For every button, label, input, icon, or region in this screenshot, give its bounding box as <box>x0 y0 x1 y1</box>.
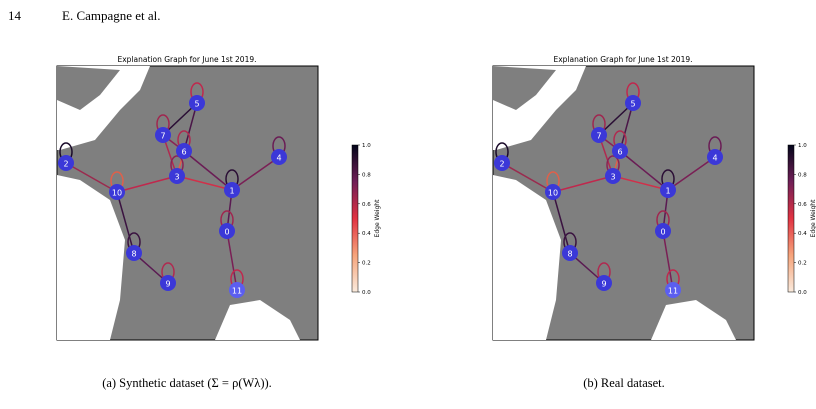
graph-node <box>160 275 176 291</box>
graph-edge <box>231 156 280 191</box>
colorbar-tick-label: 0.6 <box>798 202 807 208</box>
map-sea <box>493 66 556 110</box>
graph-node <box>707 149 723 165</box>
graph-node <box>562 245 578 261</box>
graph-node <box>176 143 192 159</box>
node-label: 9 <box>165 280 170 289</box>
graph-node <box>189 95 205 111</box>
graph-node <box>605 168 621 184</box>
graph-edge <box>501 162 554 193</box>
map-sea <box>651 300 736 340</box>
graph-edge <box>552 191 571 254</box>
colorbar-tick-label: 0.2 <box>798 261 807 267</box>
node-label: 5 <box>194 100 199 109</box>
figure-caption: (a) Synthetic dataset (Σ = ρ(Wλ)). <box>102 376 272 390</box>
node-label: 4 <box>712 154 717 163</box>
colorbar-tick-label: 1.0 <box>798 143 807 149</box>
colorbar-label: Edge Weight <box>374 199 381 238</box>
node-label: 0 <box>224 228 229 237</box>
graph-node <box>545 184 561 200</box>
graph-edge <box>116 175 178 193</box>
graph-edge <box>176 175 233 191</box>
graph-node <box>612 143 628 159</box>
node-label: 1 <box>229 187 234 196</box>
graph-node <box>58 155 74 171</box>
graph-node <box>155 127 171 143</box>
map-sea <box>57 175 125 340</box>
graph-edge <box>226 230 238 291</box>
colorbar-tick-label: 0.6 <box>362 202 371 208</box>
graph-edge <box>552 175 614 193</box>
node-label: 8 <box>131 250 136 259</box>
node-label: 11 <box>232 287 242 296</box>
graph-node <box>660 182 676 198</box>
graph-edge <box>619 102 634 152</box>
node-label: 3 <box>174 173 179 182</box>
graph-node <box>591 127 607 143</box>
colorbar-tick-label: 0.0 <box>362 290 371 296</box>
colorbar-tick-label: 0.2 <box>362 261 371 267</box>
graph-edge <box>612 175 669 191</box>
map-sea <box>493 175 561 340</box>
node-label: 7 <box>596 132 601 141</box>
node-label: 0 <box>660 228 665 237</box>
node-label: 6 <box>181 148 186 157</box>
node-label: 8 <box>567 250 572 259</box>
graph-edge <box>116 191 135 254</box>
colorbar-tick-label: 0.4 <box>798 231 807 237</box>
colorbar-tick-label: 1.0 <box>362 143 371 149</box>
map-sea <box>215 300 300 340</box>
graph-node <box>126 245 142 261</box>
graph-edge <box>183 102 198 152</box>
node-label: 1 <box>665 187 670 196</box>
node-label: 10 <box>548 189 558 198</box>
figure-caption: (b) Real dataset. <box>583 376 665 390</box>
node-label: 9 <box>601 280 606 289</box>
node-label: 7 <box>160 132 165 141</box>
colorbar-tick-label: 0.4 <box>362 231 371 237</box>
graph-node <box>665 282 681 298</box>
graph-node <box>596 275 612 291</box>
graph-edge <box>667 156 716 191</box>
node-label: 6 <box>617 148 622 157</box>
colorbar <box>351 144 359 293</box>
node-label: 5 <box>630 100 635 109</box>
node-label: 2 <box>63 160 68 169</box>
node-label: 3 <box>610 173 615 182</box>
node-label: 4 <box>276 154 281 163</box>
graph-edge <box>662 230 674 291</box>
colorbar-tick-label: 0.8 <box>362 172 371 178</box>
colorbar-tick-label: 0.8 <box>798 172 807 178</box>
graph-node <box>494 155 510 171</box>
graph-node <box>169 168 185 184</box>
colorbar <box>787 144 795 293</box>
figure-title: Explanation Graph for June 1st 2019. <box>118 55 257 64</box>
node-label: 11 <box>668 287 678 296</box>
colorbar-label: Edge Weight <box>810 199 816 238</box>
running-head: E. Campagne et al. <box>62 8 161 23</box>
graph-node <box>655 223 671 239</box>
graph-edge <box>183 150 233 191</box>
graph-node <box>229 282 245 298</box>
figure-title: Explanation Graph for June 1st 2019. <box>554 55 693 64</box>
page-number: 14 <box>8 8 22 23</box>
colorbar-tick-label: 0.0 <box>798 290 807 296</box>
graph-node <box>219 223 235 239</box>
node-label: 2 <box>499 160 504 169</box>
node-label: 10 <box>112 189 122 198</box>
graph-edge <box>619 150 669 191</box>
graph-edge <box>65 162 118 193</box>
map-sea <box>57 66 120 110</box>
graph-node <box>271 149 287 165</box>
graph-node <box>109 184 125 200</box>
graph-node <box>224 182 240 198</box>
graph-node <box>625 95 641 111</box>
